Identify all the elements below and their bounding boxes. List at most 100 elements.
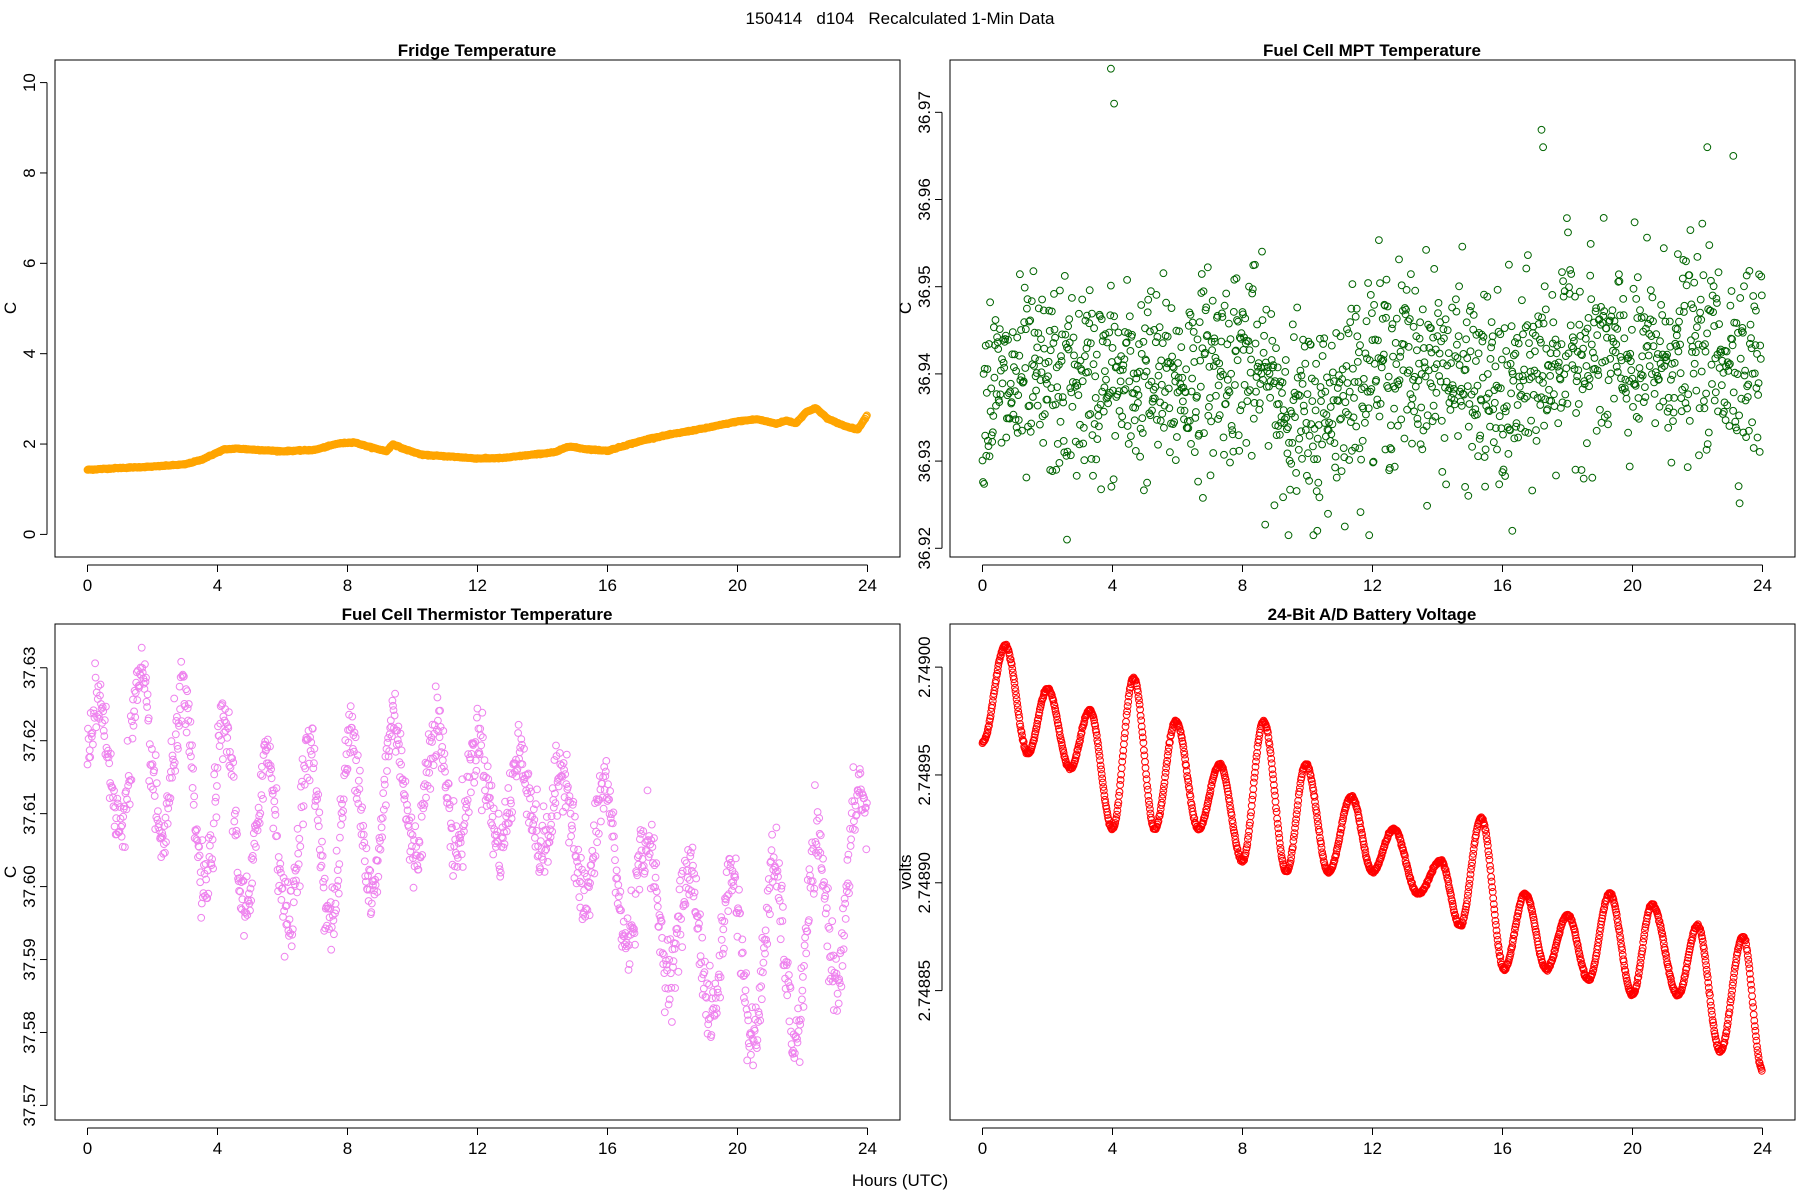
data-point	[1420, 344, 1428, 352]
data-point	[121, 843, 129, 851]
data-point	[1635, 364, 1644, 372]
data-point	[1721, 416, 1730, 425]
data-point	[675, 885, 684, 894]
data-point	[552, 741, 560, 750]
data-point	[255, 819, 264, 827]
data-point	[1138, 414, 1147, 423]
data-point	[1195, 318, 1204, 327]
data-point	[1246, 368, 1255, 377]
data-point	[1562, 364, 1571, 373]
data-point	[436, 706, 445, 715]
data-point	[439, 727, 448, 735]
data-point	[998, 355, 1006, 364]
data-point	[487, 781, 496, 790]
data-point	[777, 881, 786, 890]
data-point	[1232, 346, 1240, 355]
data-point	[1672, 342, 1681, 350]
data-point	[438, 756, 447, 765]
data-point	[186, 741, 194, 750]
data-point	[1694, 340, 1703, 349]
data-point	[1687, 336, 1695, 345]
data-point	[1296, 391, 1304, 400]
data-point	[677, 915, 685, 923]
data-point	[820, 894, 829, 903]
data-point	[539, 855, 547, 864]
data-point	[399, 780, 408, 788]
data-point	[1511, 349, 1520, 358]
data-point	[127, 776, 136, 784]
data-point	[1387, 421, 1395, 430]
data-point	[1061, 330, 1070, 339]
data-point	[1440, 334, 1448, 343]
data-point	[1696, 308, 1704, 317]
data-point	[1109, 475, 1118, 484]
data-point	[298, 755, 307, 763]
data-point	[483, 762, 492, 771]
data-point	[662, 956, 670, 965]
data-point	[502, 827, 511, 836]
data-point	[270, 797, 279, 806]
data-point	[1683, 404, 1691, 413]
data-point	[1333, 396, 1342, 405]
data-point	[1714, 407, 1722, 416]
data-point	[1093, 435, 1102, 444]
data-point	[1199, 494, 1207, 502]
data-point	[1375, 412, 1384, 421]
data-point	[1364, 404, 1373, 413]
data-point	[1110, 312, 1118, 321]
data-point	[199, 893, 207, 902]
data-point	[1405, 366, 1414, 375]
data-point	[793, 1038, 802, 1047]
data-point	[1742, 271, 1751, 280]
data-point	[344, 738, 353, 747]
data-point	[1528, 486, 1537, 495]
data-point	[753, 1036, 762, 1044]
data-point	[1286, 485, 1294, 494]
data-point	[811, 781, 819, 789]
data-point	[328, 883, 337, 892]
data-point	[310, 744, 319, 753]
data-points	[978, 640, 1766, 1075]
data-point	[1170, 418, 1179, 426]
data-point	[1695, 451, 1703, 460]
data-point	[1558, 268, 1566, 277]
x-tick-label: 0	[978, 1139, 987, 1158]
data-point	[257, 791, 266, 799]
data-point	[1369, 457, 1378, 466]
data-point	[1545, 385, 1553, 394]
data-point	[1075, 741, 1083, 749]
data-point	[610, 832, 618, 841]
data-point	[1112, 810, 1121, 819]
data-point	[1107, 281, 1115, 290]
data-point	[1729, 388, 1738, 397]
data-point	[517, 735, 526, 743]
data-point	[177, 657, 186, 666]
data-point	[251, 824, 260, 833]
data-point	[1652, 330, 1661, 339]
data-point	[1226, 458, 1234, 467]
data-point	[320, 874, 329, 883]
data-point	[147, 782, 155, 791]
data-point	[189, 764, 198, 773]
data-point	[990, 686, 999, 695]
data-point	[1123, 702, 1132, 710]
data-point	[1099, 786, 1108, 795]
data-point	[762, 935, 770, 944]
data-point	[1187, 387, 1196, 396]
data-point	[1139, 738, 1148, 747]
data-point	[1164, 747, 1173, 756]
data-point	[1299, 401, 1308, 410]
data-point	[1247, 808, 1255, 817]
data-point	[1726, 301, 1735, 310]
data-point	[1743, 393, 1752, 401]
data-point	[462, 803, 471, 812]
data-point	[1099, 783, 1108, 791]
data-point	[1051, 704, 1059, 713]
data-point	[1240, 856, 1248, 865]
data-point	[1638, 371, 1647, 380]
data-point	[1584, 314, 1593, 322]
data-point	[1395, 376, 1404, 385]
data-point	[1504, 450, 1513, 458]
data-point	[449, 797, 458, 805]
data-point	[318, 837, 326, 846]
